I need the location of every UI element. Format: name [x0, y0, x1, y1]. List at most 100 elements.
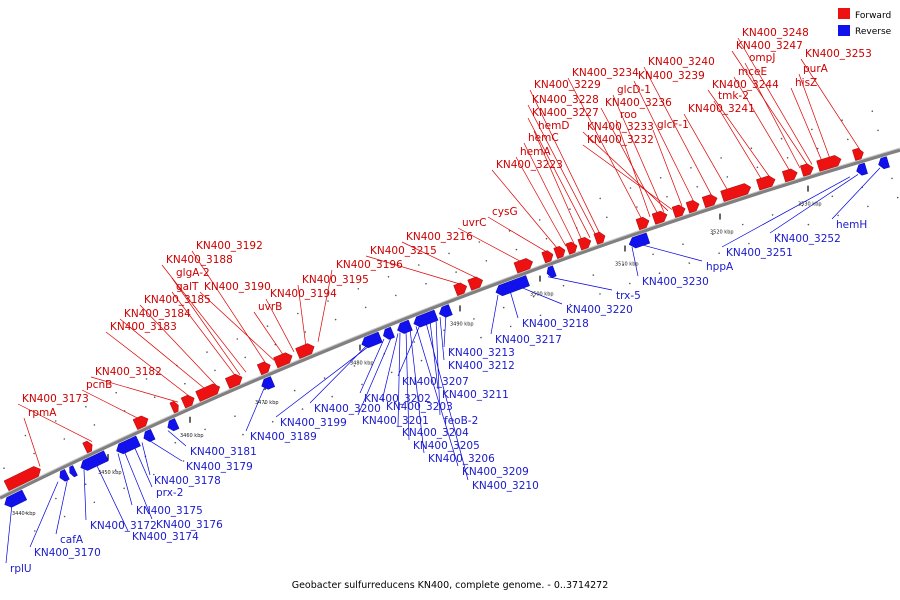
grid-dot — [244, 356, 246, 359]
label-connector — [191, 250, 267, 364]
grid-dot — [816, 147, 819, 150]
forward-gene — [132, 415, 149, 430]
map-caption: Geobacter sulfurreducens KN400, complete… — [292, 580, 609, 591]
gene-label: KN400_3184 — [124, 308, 191, 320]
grid-dot — [264, 402, 266, 405]
grid-dot — [184, 382, 186, 385]
label-connector — [359, 338, 385, 394]
label-connector — [487, 216, 549, 254]
forward-gene — [701, 194, 718, 208]
gene-label: KN400_3205 — [413, 440, 480, 452]
grid-dot — [54, 420, 57, 422]
label-connector — [29, 481, 59, 548]
scale-tick-label: 3510 kbp — [615, 261, 639, 267]
label-connector — [435, 318, 441, 416]
gene-label: cysG — [492, 206, 518, 218]
grid-dot — [622, 263, 624, 266]
grid-dot — [831, 195, 834, 198]
grid-dot — [652, 253, 654, 256]
grid-dot — [153, 396, 156, 399]
grid-dot — [448, 252, 450, 255]
reverse-gene — [397, 319, 413, 334]
reverse-gene — [856, 162, 868, 176]
label-connector — [567, 77, 643, 220]
grid-dot — [33, 452, 35, 455]
forward-gene — [256, 361, 271, 376]
gene-label: KN400_3213 — [448, 347, 515, 359]
gene-label: hemH — [836, 219, 867, 231]
gene-label: KN400_3212 — [448, 360, 515, 372]
gene-label: KN400_3181 — [190, 446, 257, 458]
label-connector — [769, 174, 859, 234]
grid-dot — [331, 395, 334, 398]
label-connector — [582, 144, 673, 210]
gene-label: KN400_3202 — [364, 393, 431, 405]
label-connector — [147, 439, 183, 462]
label-connector — [397, 332, 401, 428]
gene-label: KN400_3211 — [442, 389, 509, 401]
label-connector — [533, 130, 583, 241]
grid-dot — [807, 223, 810, 226]
gene-label: purA — [803, 63, 829, 75]
label-connector — [713, 100, 763, 181]
label-connector — [265, 298, 295, 352]
gene-label: glcD-1 — [617, 84, 651, 96]
grid-dot — [786, 157, 789, 159]
grid-dot — [153, 473, 155, 476]
grid-dot — [3, 467, 5, 470]
reverse-gene — [546, 265, 557, 278]
gene-label: KN400_3244 — [712, 79, 779, 91]
grid-dot — [750, 147, 753, 149]
label-connector — [527, 104, 597, 236]
gene-label: feoB-2 — [444, 415, 478, 427]
gene-labels: KN400_3173rpmApcnBKN400_3182KN400_3183KN… — [10, 27, 872, 575]
label-connector — [381, 333, 399, 402]
reverse-gene — [116, 435, 141, 455]
label-connector — [490, 295, 499, 335]
label-connector — [633, 80, 695, 203]
reverse-gene — [143, 428, 156, 442]
reverse-gene — [878, 156, 890, 170]
scale-ticks: 3440 kbp 3450 kbp 3460 kbp 3470 kbp 3480 kbp… — [12, 185, 822, 517]
label-connector — [171, 291, 237, 377]
forward-gene — [180, 394, 195, 409]
reverse-gene — [59, 469, 70, 482]
grid-dot — [515, 248, 518, 251]
label-connector — [357, 335, 393, 416]
label-connector — [23, 417, 41, 467]
scale-tick-label: 3470 kbp — [255, 400, 279, 406]
grid-dot — [592, 274, 595, 276]
label-connector — [443, 314, 447, 348]
grid-dot — [599, 293, 601, 295]
grid-dot — [25, 512, 27, 514]
grid-dot — [682, 243, 684, 245]
gene-label: KN400_3215 — [370, 245, 437, 257]
forward-gene — [685, 200, 700, 214]
gene-label: KN400_3201 — [362, 415, 429, 427]
grid-dot — [63, 438, 66, 440]
label-connector — [612, 94, 665, 213]
gene-label: glgA-2 — [176, 267, 210, 279]
gene-label: KN400_3185 — [144, 294, 211, 306]
label-connector — [81, 389, 141, 420]
grid-dot — [93, 424, 96, 426]
gene-label: prx-2 — [156, 487, 183, 499]
label-connector — [523, 142, 575, 244]
gene-label: KN400_3209 — [462, 466, 529, 478]
label-connector — [429, 320, 439, 390]
grid-dot — [748, 242, 750, 245]
label-connector — [457, 227, 523, 263]
grid-dot — [502, 306, 505, 309]
label-connector — [721, 176, 851, 248]
grid-dot — [629, 187, 632, 189]
grid-dot — [741, 223, 744, 226]
grid-dot — [418, 264, 420, 266]
reverse-gene — [628, 232, 651, 249]
gene-label: KN400_3173 — [22, 393, 89, 405]
gene-label: KN400_3233 — [587, 121, 654, 133]
grid-dot — [569, 208, 571, 210]
gene-label: tmk-2 — [718, 90, 749, 102]
label-connector — [365, 255, 463, 285]
label-connector — [119, 318, 207, 390]
label-connector — [800, 58, 861, 151]
